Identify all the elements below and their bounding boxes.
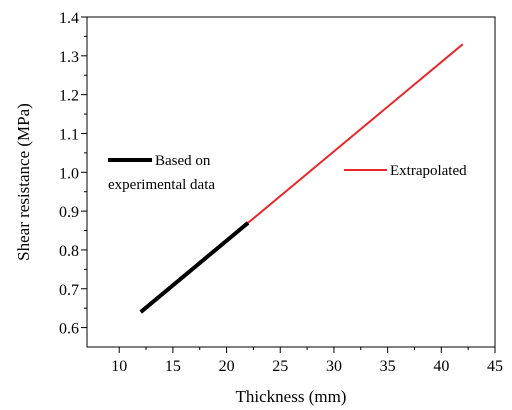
y-tick-label-7: 1.3: [59, 49, 79, 66]
x-tick-label-20: 20: [219, 358, 235, 375]
x-tick-label-30: 30: [326, 358, 342, 375]
y-tick-label-1: 0.7: [59, 282, 79, 299]
x-tick-label-25: 25: [272, 358, 288, 375]
y-axis: 0.6 0.7 0.8 0.9 1.0 1.1 1.2 1.3 1.4: [59, 10, 87, 338]
plot-frame: [86, 16, 496, 348]
y-tick-label-0: 0.6: [59, 321, 79, 338]
series-extrapolated-line: [247, 43, 464, 224]
x-tick-label-15: 15: [165, 358, 181, 375]
x-tick-label-45: 45: [487, 358, 503, 375]
y-tick-label-3: 0.9: [59, 204, 79, 221]
x-axis-title: Thickness (mm): [236, 387, 347, 406]
y-tick-label-6: 1.2: [59, 88, 79, 105]
y-tick-label-2: 0.8: [59, 243, 79, 260]
series-experimental-line: [139, 221, 250, 314]
y-axis-title: Shear resistance (MPa): [14, 103, 33, 261]
x-tick-label-10: 10: [111, 358, 127, 375]
legend-label-extrapolated: Extrapolated: [390, 163, 467, 179]
legend-entry-extrapolated: Extrapolated: [344, 163, 467, 179]
legend-label-experimental-line2: experimental data: [108, 177, 215, 193]
series-layer: [139, 43, 464, 314]
y-tick-label-5: 1.1: [59, 126, 79, 143]
x-tick-label-40: 40: [433, 358, 449, 375]
x-tick-label-35: 35: [380, 358, 396, 375]
y-tick-label-4: 1.0: [59, 165, 79, 182]
y-tick-label-8: 1.4: [59, 10, 79, 27]
legend-entry-experimental: Based on experimental data: [108, 153, 215, 193]
legend-label-experimental-line1: Based on: [155, 153, 211, 169]
x-axis: 10 15 20 25 30 35 40 45: [111, 347, 503, 375]
